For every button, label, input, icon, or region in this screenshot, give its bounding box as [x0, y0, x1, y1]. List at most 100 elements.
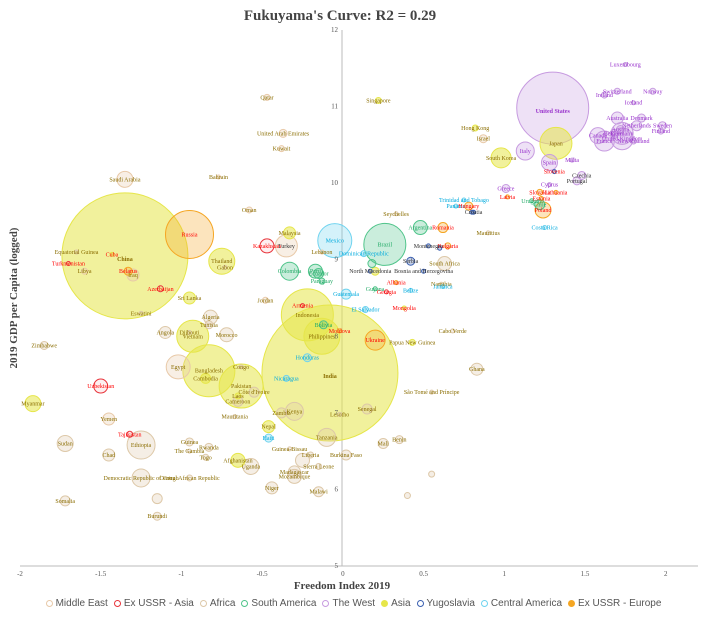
- bubble-bulgaria: [444, 242, 452, 250]
- label-afghanistan: Afghanistan: [223, 457, 252, 464]
- bubble-panama: [453, 203, 459, 209]
- x-tick-label: 1.5: [581, 570, 590, 578]
- label-dominican-republic: Dominican Republic: [339, 252, 389, 258]
- label-the-gambia: The Gambia: [175, 449, 205, 455]
- bubble-kenya: [284, 401, 304, 421]
- bubble-uganda: [242, 457, 260, 475]
- bubble-united-arab-emirates: [278, 128, 288, 138]
- label-zimbabwe: Zimbabwe: [31, 343, 57, 349]
- point-labels: Luxembourg Switzerland Norway Ireland Icelan…: [21, 62, 672, 520]
- label-trinidad-and-tobago: Trinidad and Tobago: [439, 198, 489, 204]
- bubble-colombia: [280, 261, 300, 281]
- label-democratic-republic-of-congo: Democratic Republic of Congo: [103, 475, 178, 482]
- bubble-singapore: [374, 96, 382, 104]
- label-romania: Romania: [432, 226, 454, 232]
- legend-item-yugoslavia[interactable]: Yugoslavia: [416, 598, 475, 609]
- bubble-guinea-bissau: [287, 446, 293, 452]
- bubble-trinidad-and-tobago: [461, 197, 467, 203]
- bubble-democratic-republic-of-congo: [131, 468, 151, 488]
- legend-label: The West: [332, 598, 376, 609]
- label-equatorial-guinea: Equatorial Guinea: [55, 250, 99, 256]
- bubble-japan: [539, 126, 573, 160]
- legend-item-ex-ussr-europe[interactable]: Ex USSR - Europe: [568, 598, 661, 609]
- bubble-guatemala: [340, 288, 352, 300]
- bubble-costa-rica: [542, 225, 548, 231]
- bubble-dominican-republic: [360, 250, 368, 258]
- label-honduras: Honduras: [296, 356, 320, 362]
- label-uganda: Uganda: [242, 464, 261, 470]
- legend-item-central-america[interactable]: Central America: [480, 598, 562, 609]
- legend-item-south-america[interactable]: South America: [241, 598, 316, 609]
- label-canada: Canada: [589, 134, 607, 140]
- bubble-iceland: [630, 100, 636, 106]
- bubble-c-te-d-ivoire: [248, 386, 260, 398]
- legend-label: Africa: [209, 598, 236, 609]
- bubble-jordan: [261, 296, 269, 304]
- label-lebanon: Lebanon: [311, 250, 332, 256]
- label-costa-rica: Costa Rica: [532, 226, 558, 232]
- legend-item-africa[interactable]: Africa: [199, 598, 236, 609]
- label-south-korea: South Korea: [486, 156, 516, 162]
- bubble-zimbabwe: [39, 340, 49, 350]
- bubble-cyprus: [546, 182, 552, 188]
- bubble-montenegro: [425, 243, 431, 249]
- label-russia: Russia: [181, 232, 197, 238]
- bubble-azerbaijan: [156, 285, 164, 293]
- label-austria: Austria: [612, 128, 630, 134]
- bubble-cuba: [109, 251, 115, 257]
- label-madagascar: Madagascar: [280, 470, 309, 476]
- bubble-thailand: [208, 247, 236, 275]
- label-paraguay: Paraguay: [311, 279, 333, 285]
- label-c-te-d-ivoire: Côte d'Ivoire: [238, 390, 270, 396]
- label-burkina-faso: Burkina Faso: [330, 453, 362, 459]
- label-haiti: Haiti: [263, 436, 275, 442]
- label-burundi: Burundi: [147, 514, 167, 520]
- x-tick-label: -0.5: [257, 570, 269, 578]
- label-s-o-tom-and-pr-ncipe: São Tomé and Príncipe: [404, 390, 460, 396]
- bubble-paraguay: [318, 277, 326, 285]
- legend-swatch: [480, 599, 488, 607]
- label-malta: Malta: [565, 158, 579, 164]
- label-namibia: Namibia: [431, 282, 452, 288]
- bubble-luxembourg: [622, 61, 628, 67]
- bubble-sudan: [56, 434, 74, 452]
- bubble-gabon: [222, 264, 228, 270]
- label-mexico: Mexico: [326, 239, 344, 245]
- chart-title: Fukuyama's Curve: R2 = 0.29: [244, 8, 436, 24]
- label-guinea: Guinea: [181, 440, 199, 446]
- bubble-nepal: [262, 420, 276, 434]
- label-norway: Norway: [643, 89, 662, 95]
- bubble-honduras: [302, 353, 312, 363]
- label-azerbaijan: Azerbaijan: [147, 287, 173, 293]
- bubble-guinea: [185, 437, 194, 447]
- bubble-malaysia: [283, 226, 297, 240]
- legend-item-ex-ussr-asia[interactable]: Ex USSR - Asia: [113, 598, 194, 609]
- bubble-madagascar: [287, 465, 301, 479]
- y-tick-label: 8: [335, 332, 339, 340]
- label-kenya: Kenya: [287, 409, 303, 415]
- label-poland: Poland: [535, 208, 552, 214]
- bubble-somalia: [59, 495, 71, 507]
- legend-item-the-west[interactable]: The West: [322, 598, 375, 609]
- bubble-kuwait: [278, 145, 286, 153]
- label-qatar: Qatar: [260, 95, 273, 101]
- label-tunisia: Tunisia: [200, 323, 218, 329]
- label-sri-lanka: Sri Lanka: [178, 296, 202, 302]
- label-iraq: Iraq: [128, 273, 138, 279]
- label-north-macedonia: North Macedonia: [349, 269, 391, 275]
- label-japan: Japan: [549, 141, 563, 147]
- bubble-senegal: [361, 403, 373, 415]
- label-greece: Greece: [497, 187, 514, 193]
- bubble-saudi-arabia: [116, 170, 134, 188]
- bubble-philippines: [303, 317, 341, 355]
- label-france: France: [596, 139, 613, 145]
- legend-item-asia[interactable]: Asia: [381, 598, 411, 609]
- legend-item-middle-east[interactable]: Middle East: [45, 598, 108, 609]
- legend-swatch: [381, 599, 389, 607]
- bubble-peru: [307, 263, 323, 279]
- bubble-switzerland: [613, 87, 621, 95]
- bubble-burkina-faso: [340, 449, 352, 461]
- label-laos: Laos: [232, 394, 244, 400]
- label-myanmar: Myanmar: [21, 402, 44, 408]
- label-sweden: Sweden: [653, 124, 672, 130]
